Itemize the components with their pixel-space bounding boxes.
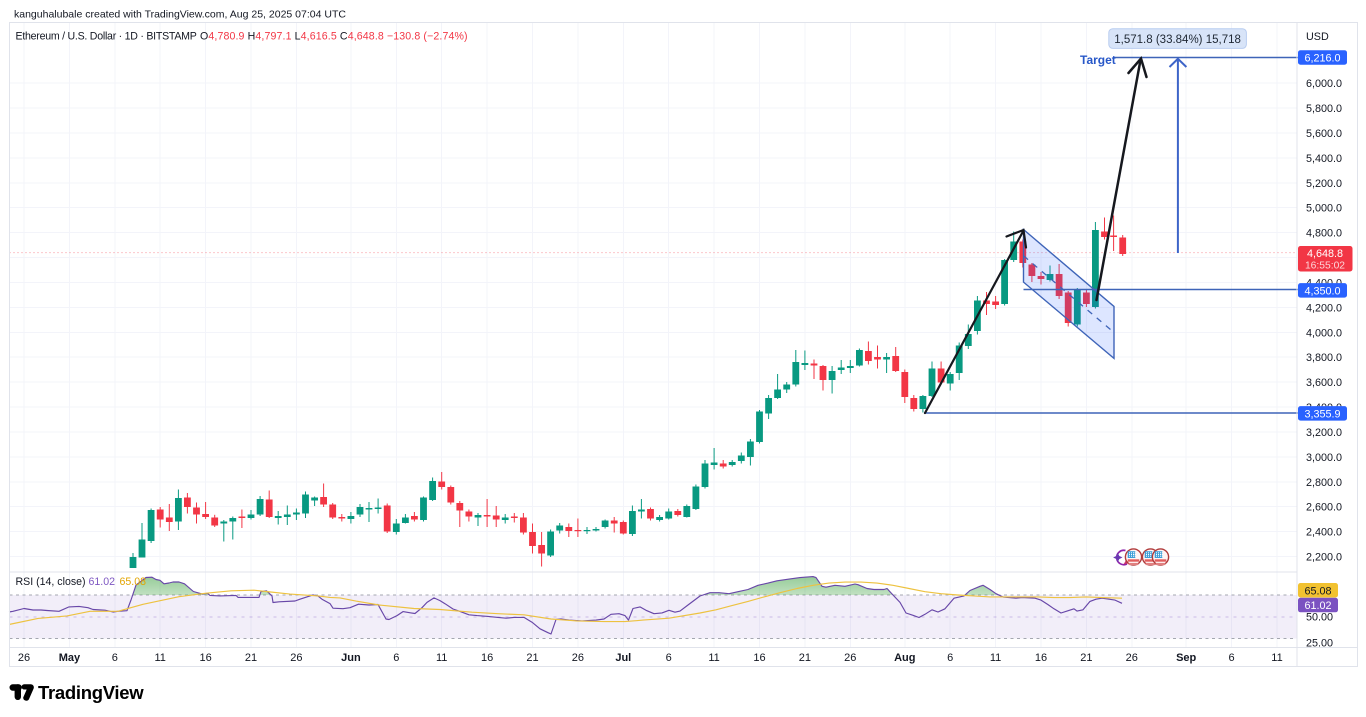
svg-text:11: 11 (990, 652, 1001, 664)
svg-text:kanguhalubale created with Tra: kanguhalubale created with TradingView.c… (14, 9, 346, 21)
svg-text:11: 11 (708, 652, 719, 664)
svg-text:25.00: 25.00 (1306, 637, 1333, 649)
svg-text:Ethereum / U.S. Dollar · 1D ·: Ethereum / U.S. Dollar · 1D · BITSTAMP O4… (16, 31, 468, 43)
svg-text:26: 26 (18, 652, 30, 664)
svg-text:16: 16 (199, 652, 211, 664)
svg-text:4,350.0: 4,350.0 (1304, 285, 1340, 297)
svg-text:21: 21 (526, 652, 538, 664)
svg-text:26: 26 (1126, 652, 1138, 664)
svg-text:4,648.8: 4,648.8 (1307, 248, 1343, 260)
svg-text:6: 6 (1229, 652, 1235, 664)
svg-text:Sep: Sep (1176, 652, 1196, 664)
svg-text:3,355.9: 3,355.9 (1304, 408, 1340, 420)
svg-text:6,216.0: 6,216.0 (1304, 53, 1340, 65)
svg-text:26: 26 (572, 652, 584, 664)
svg-text:3,800.0: 3,800.0 (1306, 352, 1342, 364)
svg-text:16: 16 (481, 652, 493, 664)
svg-text:Aug: Aug (894, 652, 915, 664)
svg-text:Target: Target (1080, 53, 1116, 67)
svg-text:11: 11 (154, 652, 165, 664)
svg-text:May: May (59, 652, 81, 664)
svg-text:2,200.0: 2,200.0 (1306, 552, 1342, 564)
svg-text:11: 11 (436, 652, 447, 664)
svg-text:Jul: Jul (615, 652, 631, 664)
svg-text:4,000.0: 4,000.0 (1306, 327, 1342, 339)
svg-text:21: 21 (1080, 652, 1092, 664)
svg-text:4,800.0: 4,800.0 (1306, 228, 1342, 240)
svg-text:61.02: 61.02 (1304, 600, 1331, 612)
svg-text:26: 26 (290, 652, 302, 664)
svg-text:16: 16 (1035, 652, 1047, 664)
svg-text:2,400.0: 2,400.0 (1306, 527, 1342, 539)
svg-text:21: 21 (245, 652, 257, 664)
svg-text:65.08: 65.08 (1304, 585, 1331, 597)
svg-text:26: 26 (844, 652, 856, 664)
svg-text:2,800.0: 2,800.0 (1306, 477, 1342, 489)
svg-text:50.00: 50.00 (1306, 612, 1333, 624)
svg-text:16:55:02: 16:55:02 (1305, 261, 1345, 272)
svg-text:5,000.0: 5,000.0 (1306, 203, 1342, 215)
svg-text:11: 11 (1271, 652, 1282, 664)
svg-text:3,600.0: 3,600.0 (1306, 377, 1342, 389)
svg-text:Jun: Jun (341, 652, 361, 664)
svg-text:21: 21 (799, 652, 811, 664)
svg-text:2,600.0: 2,600.0 (1306, 502, 1342, 514)
svg-text:3,000.0: 3,000.0 (1306, 452, 1342, 464)
svg-text:5,800.0: 5,800.0 (1306, 103, 1342, 115)
svg-text:6: 6 (393, 652, 399, 664)
svg-text:TradingView: TradingView (38, 682, 144, 703)
svg-text:5,200.0: 5,200.0 (1306, 178, 1342, 190)
svg-text:5,600.0: 5,600.0 (1306, 128, 1342, 140)
svg-text:6: 6 (112, 652, 118, 664)
svg-text:USD: USD (1306, 31, 1329, 43)
svg-text:3,200.0: 3,200.0 (1306, 427, 1342, 439)
svg-text:6,000.0: 6,000.0 (1306, 78, 1342, 90)
svg-text:1,571.8 (33.84%) 15,718: 1,571.8 (33.84%) 15,718 (1114, 34, 1241, 46)
svg-text:6: 6 (666, 652, 672, 664)
svg-text:16: 16 (753, 652, 765, 664)
svg-text:5,400.0: 5,400.0 (1306, 153, 1342, 165)
svg-text:6: 6 (947, 652, 953, 664)
svg-text:4,200.0: 4,200.0 (1306, 302, 1342, 314)
